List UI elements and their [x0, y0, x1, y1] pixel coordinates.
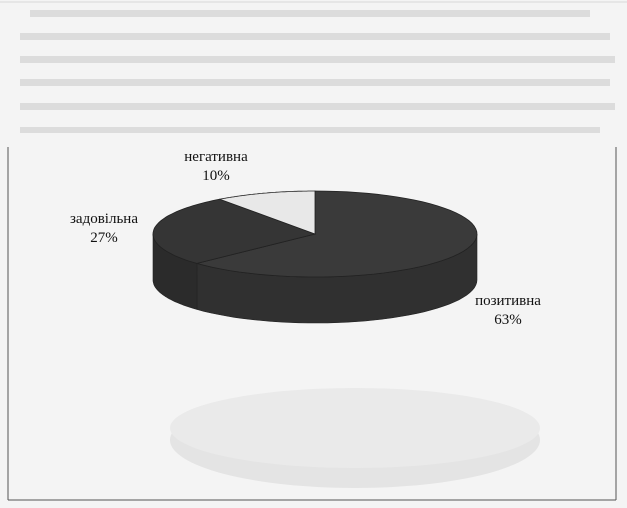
slice-label-positive: позитивна 63% — [460, 292, 556, 330]
pie-top-faces — [152, 190, 478, 278]
slice-value-positive: 63% — [494, 312, 522, 328]
slice-label-negative: негативна 10% — [178, 148, 254, 186]
slice-value-satisfactory: 27% — [90, 230, 118, 246]
slice-name-negative: негативна — [184, 149, 248, 165]
slice-name-positive: позитивна — [475, 293, 541, 309]
pie-slice-satisfactory — [152, 198, 317, 264]
pie-slice-negative — [218, 190, 316, 235]
slice-name-satisfactory: задовільна — [70, 211, 138, 227]
pie-slice-positive — [196, 190, 478, 278]
slice-label-satisfactory: задовільна 27% — [58, 210, 150, 248]
slice-value-negative: 10% — [202, 168, 230, 184]
